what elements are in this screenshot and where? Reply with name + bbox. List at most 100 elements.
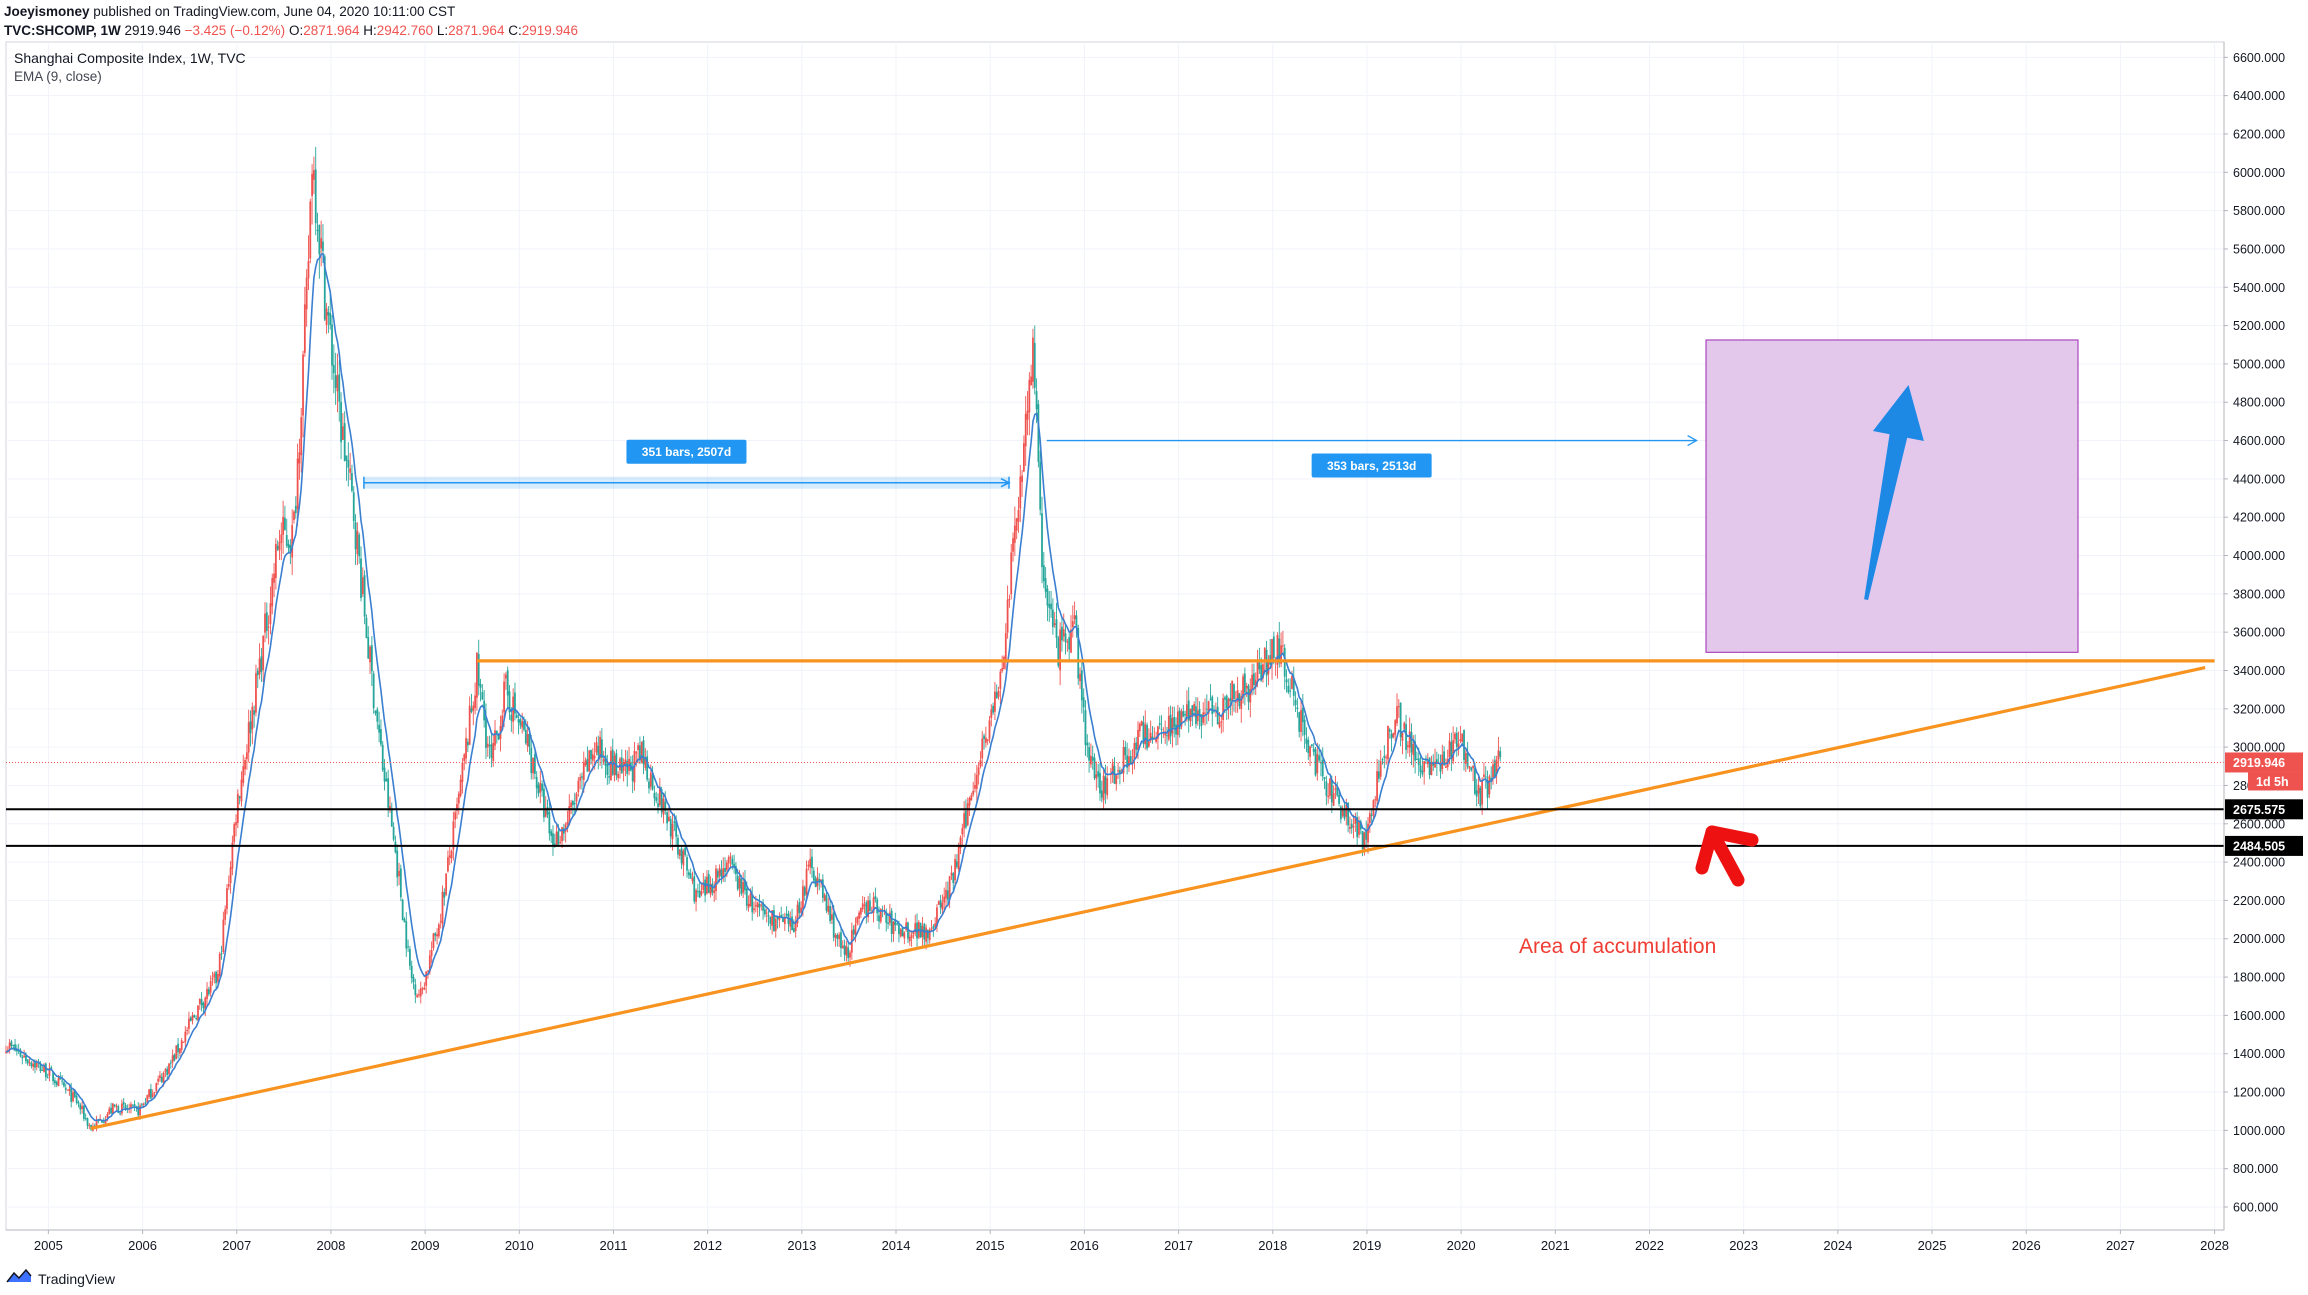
measure-1-label-box [626, 439, 747, 464]
y-tick-label: 4600.000 [2233, 434, 2285, 448]
candle-body [41, 1069, 44, 1071]
candle-body [965, 810, 967, 828]
candle-body [8, 1042, 11, 1049]
candle-body [1046, 588, 1049, 606]
candle-body [1019, 476, 1022, 509]
candle-body [131, 1104, 134, 1106]
candle-body [606, 763, 609, 775]
candle-body [1287, 685, 1290, 693]
candle-body [427, 970, 429, 972]
candle-body [86, 1118, 89, 1126]
candle-body [1381, 759, 1384, 761]
candle-body [271, 577, 274, 607]
candle-body [653, 792, 656, 799]
candle-body [811, 856, 813, 869]
candle-body [468, 705, 471, 745]
candle-body [1468, 766, 1471, 769]
candle-body [115, 1105, 118, 1107]
candle-body [666, 812, 668, 824]
candle-body [84, 1118, 87, 1120]
candle-body [725, 862, 728, 871]
open-label: O: [288, 23, 304, 38]
candle-body [747, 903, 750, 908]
candle-body [300, 417, 303, 456]
candle-body [624, 759, 627, 766]
brand-name[interactable]: TradingView [38, 1271, 116, 1287]
candle-body [370, 645, 373, 672]
candle-body [1276, 635, 1279, 665]
candle-body [827, 905, 830, 913]
candle-body [1249, 689, 1252, 703]
candle-body [1336, 786, 1339, 796]
candle-body [763, 909, 766, 915]
candle-body [604, 755, 607, 766]
candle-body [1416, 759, 1418, 761]
candle-body [267, 626, 270, 628]
candle-body [242, 766, 245, 783]
candle-body [1140, 721, 1143, 726]
y-tick-label: 3400.000 [2233, 664, 2285, 678]
candle-body [1137, 729, 1139, 751]
candle-body [939, 900, 942, 908]
candle-body [1184, 714, 1186, 716]
candle-body [865, 902, 868, 916]
candle-body [696, 891, 699, 893]
candle-body [744, 879, 746, 891]
candle-body [588, 750, 591, 772]
candle-body [361, 577, 364, 595]
candle-body [318, 224, 321, 255]
time-axis[interactable]: 2005 2006 2007 2008 2009 2010 2011 2012 2013 2014… [6, 1229, 2229, 1253]
candle-body [1260, 665, 1263, 681]
candle-body [66, 1089, 69, 1091]
candle-body [35, 1063, 38, 1068]
candle-body [713, 890, 716, 894]
candle-body [1454, 733, 1456, 740]
candle-body [46, 1077, 49, 1079]
price-axis[interactable]: 600.000 800.000 1000.000 1200.000 1400.000 16… [2223, 42, 2285, 1230]
candle-body [852, 929, 855, 935]
candle-body [1361, 831, 1364, 850]
candle-body [798, 902, 801, 913]
x-tick-label: 2025 [1918, 1238, 1947, 1253]
y-tick-label: 4000.000 [2233, 549, 2285, 563]
candle-body [121, 1103, 123, 1114]
candle-body [1484, 776, 1487, 778]
candle-body [566, 822, 569, 825]
candle-body [26, 1059, 29, 1064]
candle-body [1035, 391, 1038, 410]
candle-body [220, 953, 223, 955]
candle-body [410, 965, 413, 979]
candle-body [658, 787, 661, 806]
tradingview-logo-icon[interactable] [6, 1268, 32, 1290]
close-label: C: [508, 23, 522, 38]
candle-body [1367, 823, 1369, 843]
candle-body [1073, 615, 1076, 620]
candle-body [859, 907, 862, 915]
candle-body [662, 798, 665, 815]
candle-body [21, 1056, 24, 1059]
candle-body [322, 241, 324, 251]
y-tick-label: 2200.000 [2233, 894, 2285, 908]
candle-body [70, 1087, 73, 1102]
candle-body [233, 824, 236, 843]
candle-body [1086, 742, 1089, 746]
candle-body [907, 922, 909, 939]
candle-body [1048, 603, 1051, 608]
y-tick-label: 5400.000 [2233, 281, 2285, 295]
y-tick-label: 6200.000 [2233, 127, 2285, 141]
x-tick-label: 2006 [128, 1238, 157, 1253]
candle-body [1220, 721, 1223, 723]
candle-body [544, 808, 547, 817]
candle-body [521, 721, 524, 728]
author-name[interactable]: Joeyismoney [4, 4, 90, 19]
candle-body [700, 891, 703, 895]
candle-body [825, 895, 828, 911]
candle-body [966, 803, 969, 826]
candle-body [260, 656, 263, 672]
candle-body [1394, 720, 1397, 735]
candle-body [82, 1105, 85, 1119]
candle-body [39, 1063, 42, 1072]
candle-body [760, 904, 763, 906]
candle-body [879, 908, 882, 922]
